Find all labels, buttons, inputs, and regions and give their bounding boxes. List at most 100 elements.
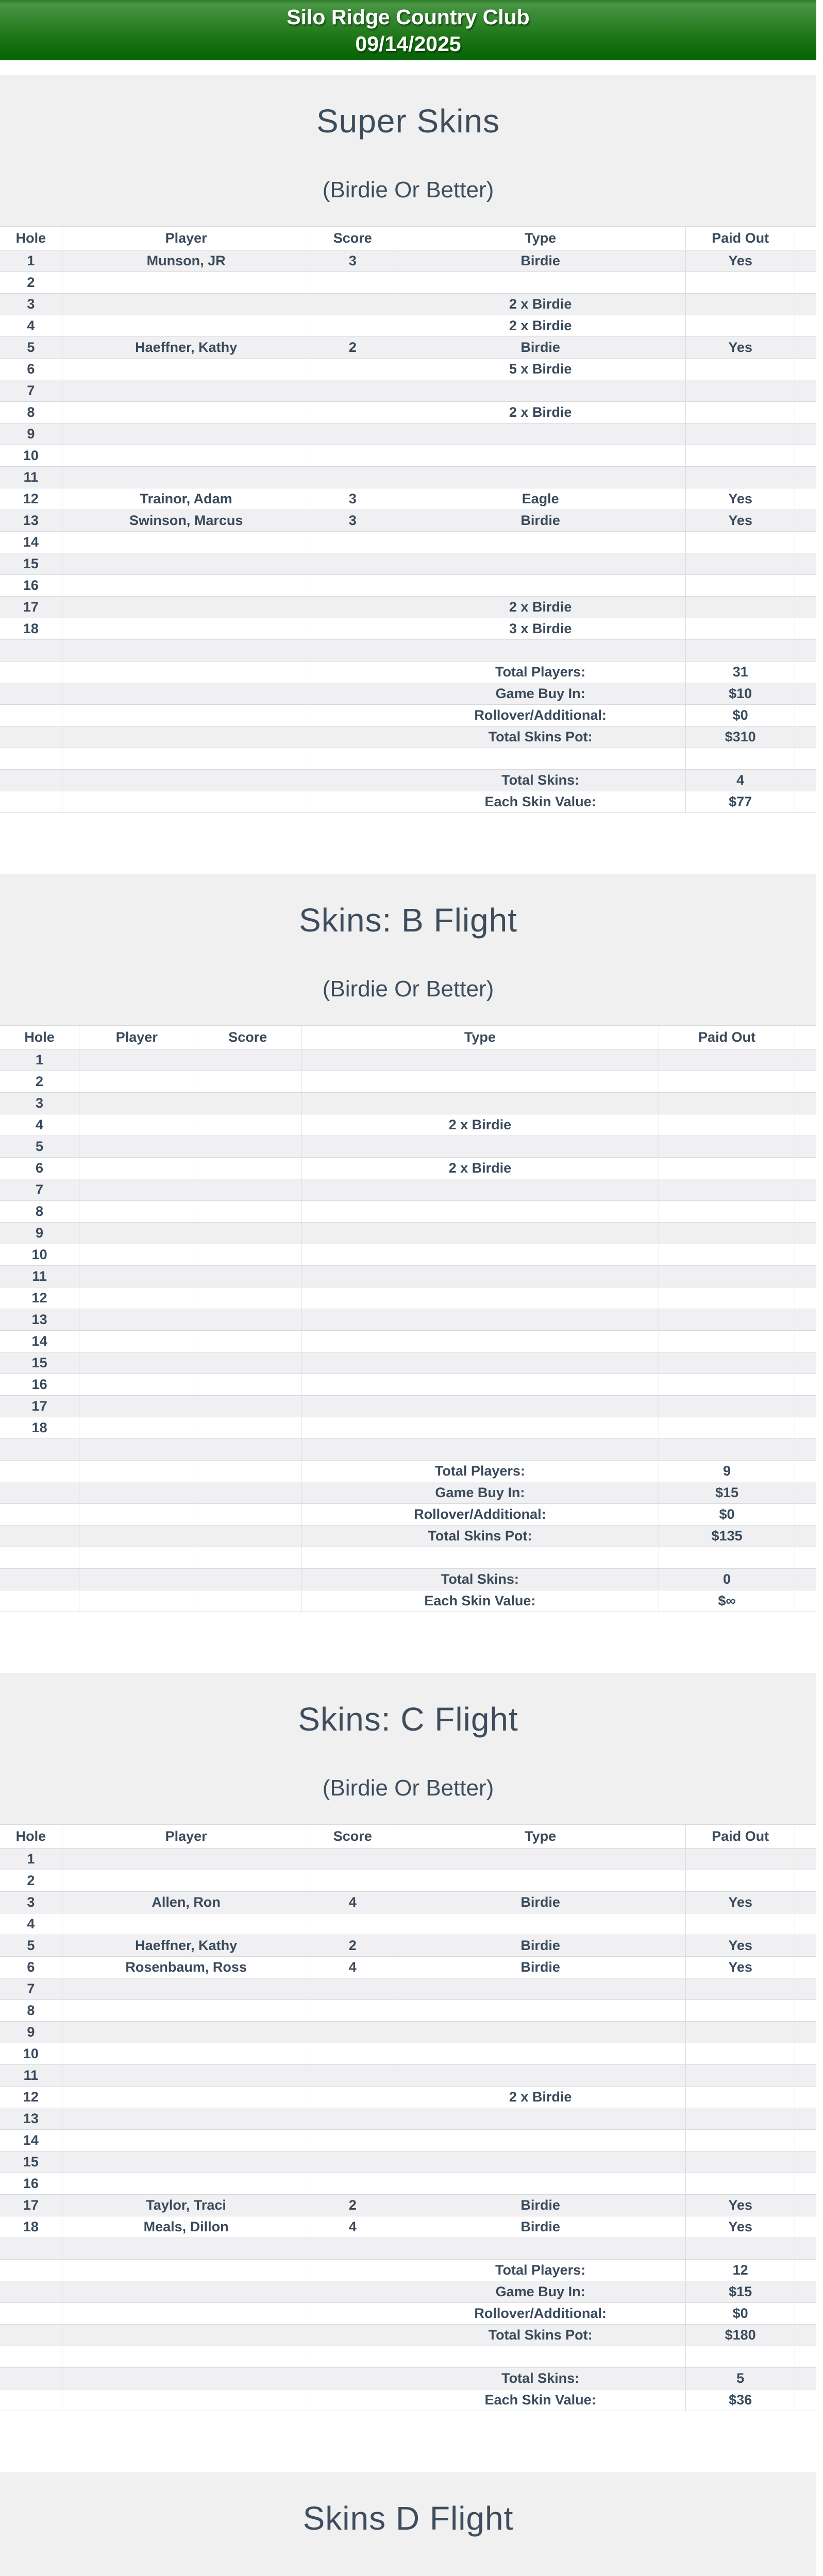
spacer-cell: [795, 1179, 816, 1201]
type-cell: Birdie: [395, 1891, 686, 1913]
paid-out-cell: [658, 1114, 796, 1136]
spacer-cell: [795, 250, 816, 272]
score-cell: [194, 1395, 301, 1417]
player-cell: [79, 1092, 195, 1114]
player-cell: [79, 1222, 195, 1244]
summary-value: $310: [685, 726, 796, 748]
type-cell: Birdie: [395, 2194, 686, 2216]
player-cell: [61, 466, 311, 488]
paid-out-cell: [658, 1265, 796, 1287]
hole-cell: 18: [0, 1417, 80, 1439]
spacer-cell: [795, 315, 816, 337]
col-header-hole: Hole: [0, 1824, 62, 1849]
hole-cell: 15: [0, 2151, 62, 2173]
player-cell: [61, 401, 311, 423]
score-cell: [310, 1848, 396, 1870]
summary-label: Rollover/Additional:: [300, 1503, 659, 1526]
hole-cell: 7: [0, 1978, 62, 2000]
score-cell: [310, 1999, 396, 2022]
player-cell: [79, 1049, 195, 1071]
hole-row: 4 2 x Birdie: [0, 315, 816, 337]
spacer-cell: [795, 683, 816, 705]
hole-row: 6 5 x Birdie: [0, 358, 816, 380]
empty-cell: [61, 2324, 311, 2346]
hole-cell: 15: [0, 1352, 80, 1374]
table-header-row: Hole Player Score Type Paid Out: [0, 1025, 816, 1049]
type-cell: [395, 531, 686, 553]
summary-row: Each Skin Value: $77: [0, 791, 816, 813]
score-cell: [310, 2043, 396, 2065]
player-cell: [61, 2086, 311, 2108]
type-cell: [300, 1374, 659, 1396]
type-cell: [300, 1547, 659, 1569]
hole-row: 8: [0, 1200, 816, 1223]
player-cell: [79, 1200, 195, 1223]
score-cell: [194, 1092, 301, 1114]
paid-out-cell: [685, 2129, 796, 2151]
hole-cell: 13: [0, 510, 62, 532]
hole-cell: [0, 2346, 62, 2368]
hole-cell: 1: [0, 250, 62, 272]
section-title: Skins: C Flight: [298, 1701, 518, 1738]
score-cell: 4: [310, 2216, 396, 2238]
spacer-cell: [795, 336, 816, 359]
player-cell: [61, 358, 311, 380]
empty-cell: [310, 704, 396, 726]
player-cell: [79, 1114, 195, 1136]
spacer-cell: [795, 2173, 816, 2195]
paid-out-cell: Yes: [685, 488, 796, 510]
paid-out-cell: [658, 1330, 796, 1352]
paid-out-cell: [685, 1999, 796, 2022]
spacer-cell: [795, 1265, 816, 1287]
empty-cell: [194, 1482, 301, 1504]
summary-value: 0: [658, 1568, 796, 1590]
spacer-cell: [795, 618, 816, 640]
hole-cell: 11: [0, 466, 62, 488]
spacer-cell: [795, 1547, 816, 1569]
section-c-flight: Skins: C Flight (Birdie Or Better) Hole Pla…: [0, 1673, 816, 2411]
type-cell: [395, 380, 686, 402]
player-cell: [61, 272, 311, 294]
summary-value: 5: [685, 2367, 796, 2389]
summary-value: $0: [685, 704, 796, 726]
hole-row: 18 3 x Birdie: [0, 618, 816, 640]
hole-row: 17 Taylor, Traci 2 Birdie Yes: [0, 2194, 816, 2216]
spacer-cell: [795, 1244, 816, 1266]
hole-cell: 4: [0, 315, 62, 337]
summary-row: Game Buy In: $10: [0, 683, 816, 705]
empty-cell: [61, 726, 311, 748]
type-cell: [395, 2043, 686, 2065]
spacer-cell: [795, 1525, 816, 1547]
hole-cell: 12: [0, 2086, 62, 2108]
player-cell: [61, 2129, 311, 2151]
empty-cell: [310, 661, 396, 683]
score-cell: [310, 2021, 396, 2043]
hole-cell: 2: [0, 272, 62, 294]
empty-cell: [0, 726, 62, 748]
empty-cell: [194, 1525, 301, 1547]
type-cell: 2 x Birdie: [395, 315, 686, 337]
spacer-cell: [795, 1417, 816, 1439]
summary-label: Rollover/Additional:: [395, 704, 686, 726]
score-cell: [310, 2238, 396, 2260]
paid-out-cell: [685, 1848, 796, 1870]
spacer-cell: [795, 2389, 816, 2411]
type-cell: Birdie: [395, 510, 686, 532]
type-cell: [395, 2064, 686, 2087]
hole-row: 9: [0, 1222, 816, 1244]
hole-cell: 6: [0, 1956, 62, 1978]
spacer-cell: [795, 2064, 816, 2087]
hole-cell: 16: [0, 1374, 80, 1396]
score-cell: [310, 596, 396, 618]
type-cell: [300, 1330, 659, 1352]
col-header-hole: Hole: [0, 226, 62, 250]
score-cell: [194, 1071, 301, 1093]
score-cell: [194, 1352, 301, 1374]
empty-cell: [0, 2389, 62, 2411]
type-cell: 2 x Birdie: [395, 2086, 686, 2108]
type-cell: Birdie: [395, 1935, 686, 1957]
score-cell: 4: [310, 1956, 396, 1978]
spacer-cell: [795, 466, 816, 488]
spacer-cell: [795, 1071, 816, 1093]
score-cell: [310, 639, 396, 662]
